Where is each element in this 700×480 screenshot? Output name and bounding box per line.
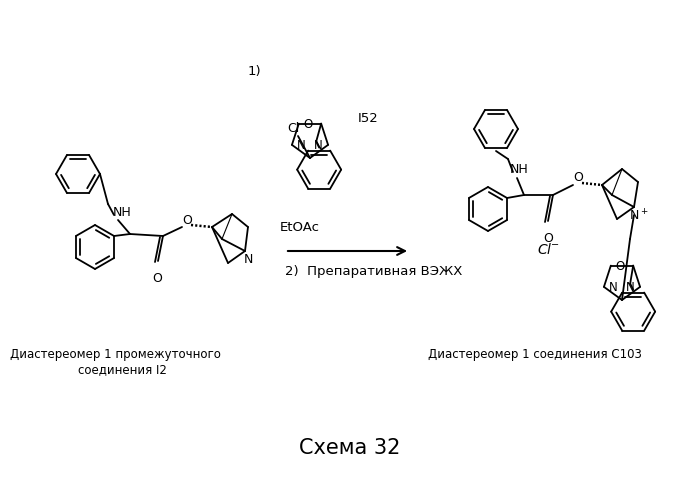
- Text: N: N: [244, 253, 253, 266]
- Text: O: O: [543, 231, 553, 244]
- Text: I52: I52: [358, 111, 379, 124]
- Text: N: N: [609, 281, 617, 294]
- Text: 2)  Препаративная ВЭЖХ: 2) Препаративная ВЭЖХ: [285, 265, 463, 278]
- Text: 1): 1): [248, 65, 262, 78]
- Text: NH: NH: [510, 163, 528, 176]
- Text: EtOAc: EtOAc: [280, 221, 320, 234]
- Text: O: O: [616, 260, 625, 273]
- Text: Cl: Cl: [287, 121, 299, 134]
- Text: Схема 32: Схема 32: [300, 437, 400, 457]
- Text: Cl$^{-}$: Cl$^{-}$: [537, 242, 559, 257]
- Text: O: O: [304, 118, 313, 131]
- Text: NH: NH: [113, 206, 132, 219]
- Text: O: O: [182, 214, 192, 227]
- Text: N$^+$: N$^+$: [629, 208, 649, 223]
- Text: O: O: [152, 271, 162, 285]
- Text: Диастереомер 1 соединения C103: Диастереомер 1 соединения C103: [428, 347, 642, 360]
- Text: O: O: [573, 171, 583, 184]
- Text: Диастереомер 1 промежуточного
    соединения I2: Диастереомер 1 промежуточного соединения…: [10, 347, 220, 375]
- Text: N: N: [297, 139, 306, 152]
- Text: N: N: [314, 139, 323, 152]
- Text: N: N: [626, 281, 635, 294]
